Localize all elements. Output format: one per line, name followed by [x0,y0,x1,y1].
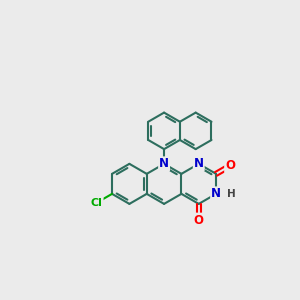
Text: O: O [225,159,235,172]
Text: N: N [194,157,204,170]
Text: O: O [194,214,204,226]
Text: Cl: Cl [91,198,103,208]
Text: H: H [227,189,236,199]
Text: N: N [159,157,169,170]
Text: N: N [211,188,221,200]
